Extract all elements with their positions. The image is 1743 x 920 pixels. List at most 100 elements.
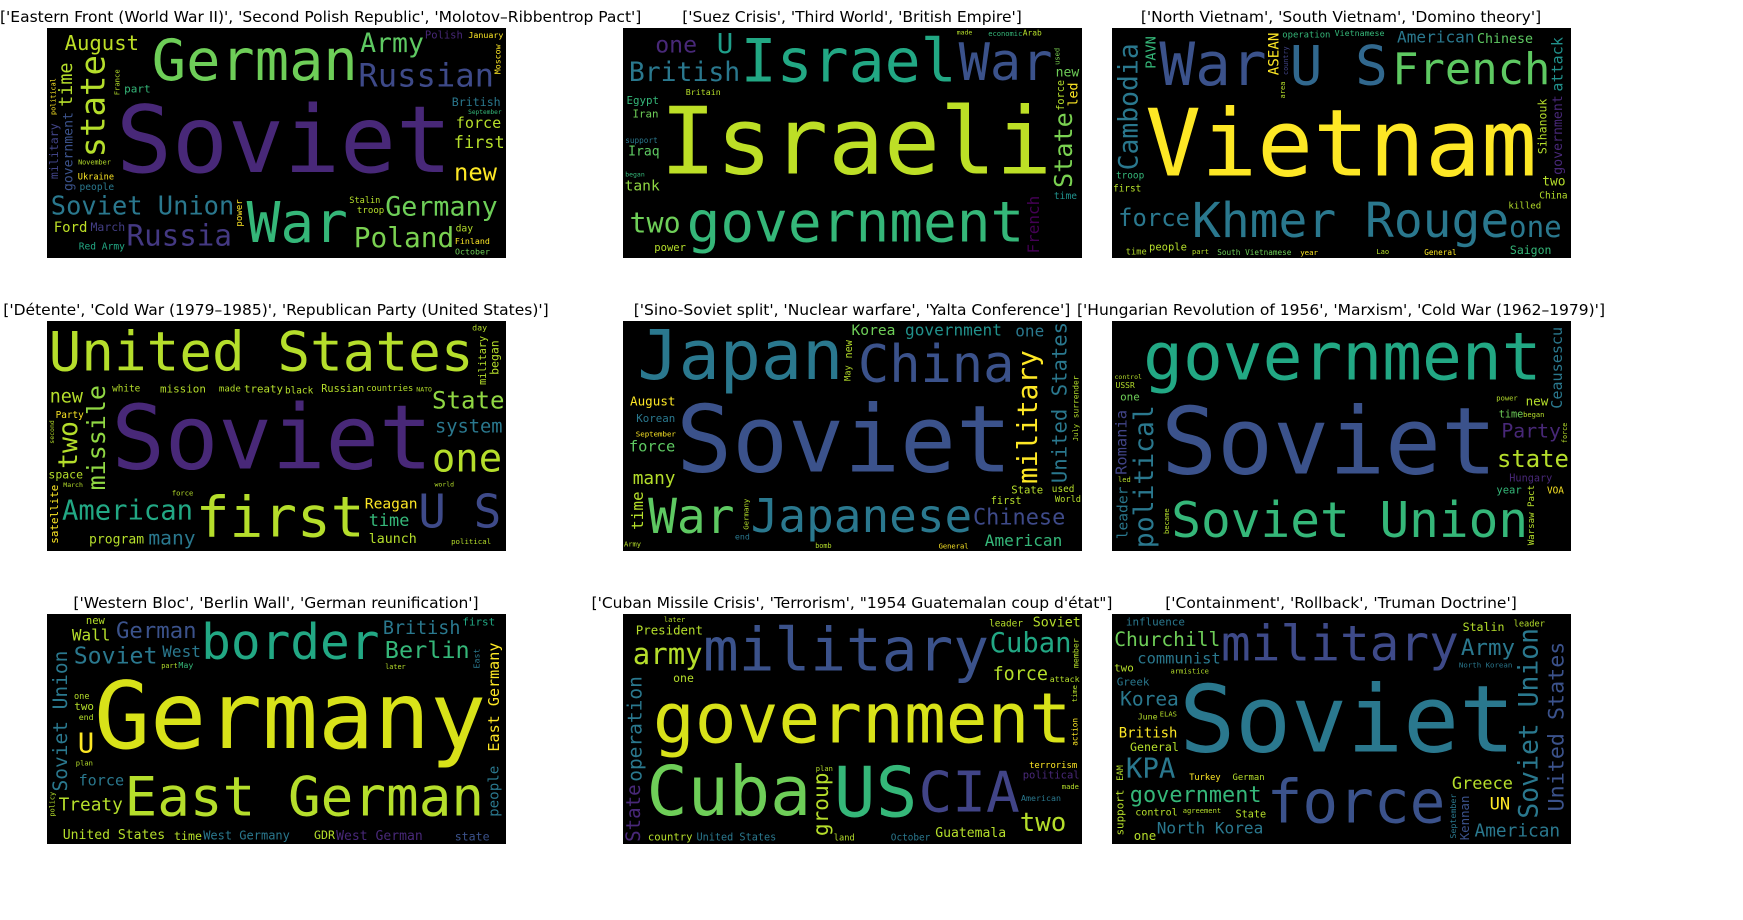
word: policy bbox=[48, 792, 56, 817]
word: German bbox=[1233, 773, 1265, 783]
word: army bbox=[633, 637, 703, 671]
word: plan bbox=[76, 759, 93, 768]
word: France bbox=[113, 69, 122, 95]
word: Korea bbox=[852, 322, 896, 339]
word: white bbox=[112, 384, 141, 395]
word: Hungary bbox=[1509, 474, 1552, 485]
word: leader bbox=[1514, 620, 1545, 630]
word: October bbox=[455, 247, 490, 257]
word: part bbox=[1192, 247, 1209, 256]
word: United States bbox=[49, 321, 474, 384]
word: UN bbox=[1490, 795, 1511, 815]
word: launch bbox=[369, 532, 417, 547]
word: East bbox=[471, 649, 481, 669]
word: Cuban bbox=[990, 628, 1072, 659]
word: two bbox=[1114, 661, 1134, 674]
word: government bbox=[1130, 783, 1262, 808]
wordcloud-canvas: Soviet government Soviet Union political Par… bbox=[1112, 321, 1571, 551]
word: Soviet bbox=[1033, 615, 1081, 630]
word: September bbox=[468, 109, 502, 116]
word: world bbox=[435, 480, 455, 488]
word: EAM bbox=[1116, 765, 1126, 781]
word: time bbox=[1126, 248, 1147, 258]
word: War bbox=[247, 191, 348, 256]
word: tank bbox=[625, 178, 660, 195]
word: Army bbox=[360, 28, 424, 59]
word: American bbox=[985, 531, 1063, 550]
word: many bbox=[633, 468, 676, 489]
word: new bbox=[86, 615, 106, 627]
word: Guatemala bbox=[935, 826, 1006, 841]
word: British bbox=[629, 57, 740, 88]
word: year bbox=[1300, 248, 1318, 257]
word: Arab bbox=[1023, 29, 1042, 38]
word: government bbox=[1551, 95, 1566, 174]
word: Soviet Union bbox=[51, 191, 234, 221]
word: U bbox=[717, 29, 734, 60]
word: West German bbox=[336, 829, 423, 844]
word: new bbox=[50, 387, 84, 408]
word: Vietnam bbox=[1145, 89, 1537, 197]
word: British bbox=[1119, 726, 1178, 742]
word: troop bbox=[1116, 170, 1145, 181]
word: Russian bbox=[358, 57, 494, 95]
word: one bbox=[1015, 322, 1044, 341]
word: East German bbox=[125, 765, 485, 828]
word: U S bbox=[1290, 35, 1388, 98]
word: state bbox=[1497, 445, 1569, 473]
word: bomb bbox=[815, 542, 831, 550]
wordcloud-canvas: Germany East German border Berlin Soviet Germ… bbox=[47, 614, 506, 844]
word: North Korean bbox=[1459, 660, 1512, 669]
word: made bbox=[1062, 782, 1079, 791]
word: used bbox=[1052, 484, 1075, 495]
word: first bbox=[1113, 183, 1141, 194]
word: North Korea bbox=[1157, 818, 1264, 837]
word: Moscow bbox=[492, 44, 502, 74]
wordcloud-panel: ['Cuban Missile Crisis', 'Terrorism', "1… bbox=[576, 591, 1128, 861]
word: time bbox=[1070, 685, 1079, 702]
word: support bbox=[625, 136, 657, 145]
word: American bbox=[1475, 821, 1561, 842]
word: troop bbox=[357, 206, 384, 216]
word: Warsaw Pact bbox=[1527, 485, 1537, 545]
wordcloud-canvas: Israeli Israel government War British two one t… bbox=[623, 28, 1082, 258]
word: Cuba bbox=[647, 753, 812, 832]
word: Army bbox=[624, 540, 641, 549]
word: Kennan bbox=[1457, 796, 1472, 841]
word: Soviet bbox=[676, 386, 1012, 494]
word: mission bbox=[160, 382, 206, 395]
word: Britain bbox=[686, 87, 721, 97]
word: United States bbox=[1545, 642, 1570, 812]
word: country bbox=[1282, 46, 1290, 75]
word: made bbox=[957, 28, 973, 36]
word: land bbox=[834, 834, 855, 844]
word: Soviet bbox=[74, 642, 158, 669]
word: Egypt bbox=[627, 94, 660, 107]
word: War bbox=[959, 33, 1053, 93]
word: West Germany bbox=[203, 829, 290, 843]
word: led bbox=[1118, 475, 1131, 484]
word: Turkey bbox=[1189, 773, 1220, 783]
word: new bbox=[1526, 393, 1549, 408]
word: Vietnamese bbox=[1335, 28, 1385, 38]
word: ELAS bbox=[1160, 710, 1177, 719]
word: Greece bbox=[1452, 773, 1513, 793]
word: government bbox=[61, 112, 76, 191]
word: second bbox=[48, 420, 56, 444]
word: attack bbox=[1549, 37, 1567, 92]
word: one bbox=[673, 671, 694, 685]
word: countries bbox=[366, 384, 413, 394]
word: two bbox=[630, 206, 681, 239]
word: black bbox=[285, 385, 314, 396]
word: October bbox=[891, 833, 931, 844]
word: KPA bbox=[1126, 753, 1175, 784]
word: American bbox=[1397, 28, 1475, 47]
word: Ford bbox=[54, 220, 88, 236]
word: influence bbox=[1126, 616, 1185, 629]
panel-title: ['Eastern Front (World War II)', 'Second… bbox=[0, 8, 642, 26]
word: area bbox=[1278, 81, 1287, 98]
word: Japanese bbox=[751, 489, 973, 543]
word: South Vietnamese bbox=[1217, 248, 1291, 257]
